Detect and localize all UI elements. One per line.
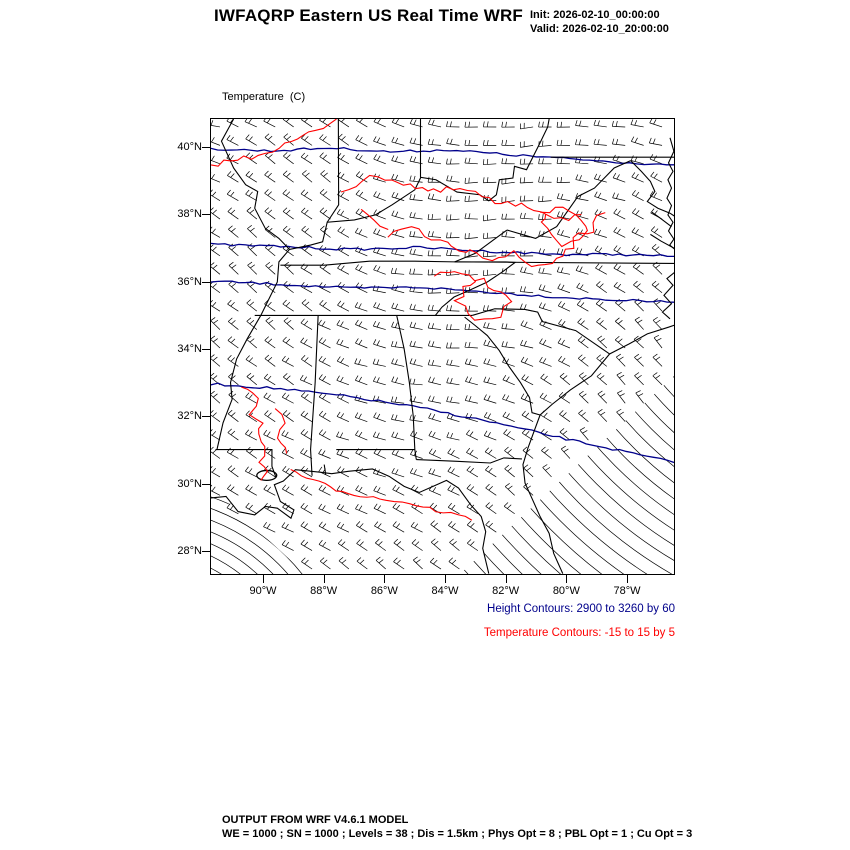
plot-title: IWFAQRP Eastern US Real Time WRF — [214, 6, 524, 25]
lat-tick-label: 38°N — [177, 208, 202, 221]
lon-tick-mark — [445, 575, 446, 583]
lon-tick-mark — [566, 575, 568, 583]
lon-tick-label: 90°W — [249, 585, 277, 597]
lat-tick-label: 30°N — [177, 477, 202, 490]
lat-tick-mark — [202, 348, 210, 350]
wind-barbs-layer — [211, 119, 663, 570]
geography-layer — [211, 119, 674, 574]
map-frame — [210, 118, 675, 575]
height-contours-label: Height Contours: 2900 to 3260 by 60 — [487, 603, 675, 615]
lat-tick-mark — [202, 281, 210, 283]
map-canvas — [211, 119, 674, 574]
lon-tick-mark — [505, 575, 507, 583]
lon-tick-label: 80°W — [552, 585, 580, 597]
lat-tick-mark — [202, 147, 210, 148]
lat-tick-label: 36°N — [177, 275, 202, 288]
lat-tick-mark — [202, 416, 210, 418]
footer-settings-line: WE = 1000 ; SN = 1000 ; Levels = 38 ; Di… — [222, 828, 693, 840]
legend-temperature: Temperature (C) — [222, 91, 306, 103]
lon-tick-label: 88°W — [310, 585, 338, 597]
lon-tick-label: 86°W — [370, 585, 398, 597]
init-time-label: Init: 2026-02-10_00:00:00 — [530, 9, 660, 21]
streamline-arcs-layer — [211, 375, 674, 574]
lon-tick-mark — [384, 575, 386, 583]
lon-tick-mark — [627, 575, 628, 583]
lat-tick-label: 32°N — [177, 410, 202, 423]
lon-tick-label: 82°W — [492, 585, 520, 597]
valid-time-label: Valid: 2026-02-10_20:00:00 — [530, 23, 669, 35]
lat-tick-label: 34°N — [177, 342, 202, 355]
lat-tick-mark — [202, 483, 210, 485]
lat-tick-mark — [202, 214, 210, 216]
height-contours-layer — [211, 147, 674, 464]
lon-tick-label: 78°W — [613, 585, 641, 597]
temperature-contours-layer — [211, 119, 606, 521]
lon-tick-label: 84°W — [431, 585, 459, 597]
lat-tick-label: 28°N — [177, 544, 202, 557]
temperature-contours-label: Temperature Contours: -15 to 15 by 5 — [483, 627, 675, 639]
footer-model-line: OUTPUT FROM WRF V4.6.1 MODEL — [222, 814, 409, 826]
lon-tick-mark — [263, 575, 264, 583]
lat-tick-mark — [202, 550, 210, 552]
lat-tick-label: 40°N — [177, 141, 202, 153]
lon-tick-mark — [323, 575, 325, 583]
